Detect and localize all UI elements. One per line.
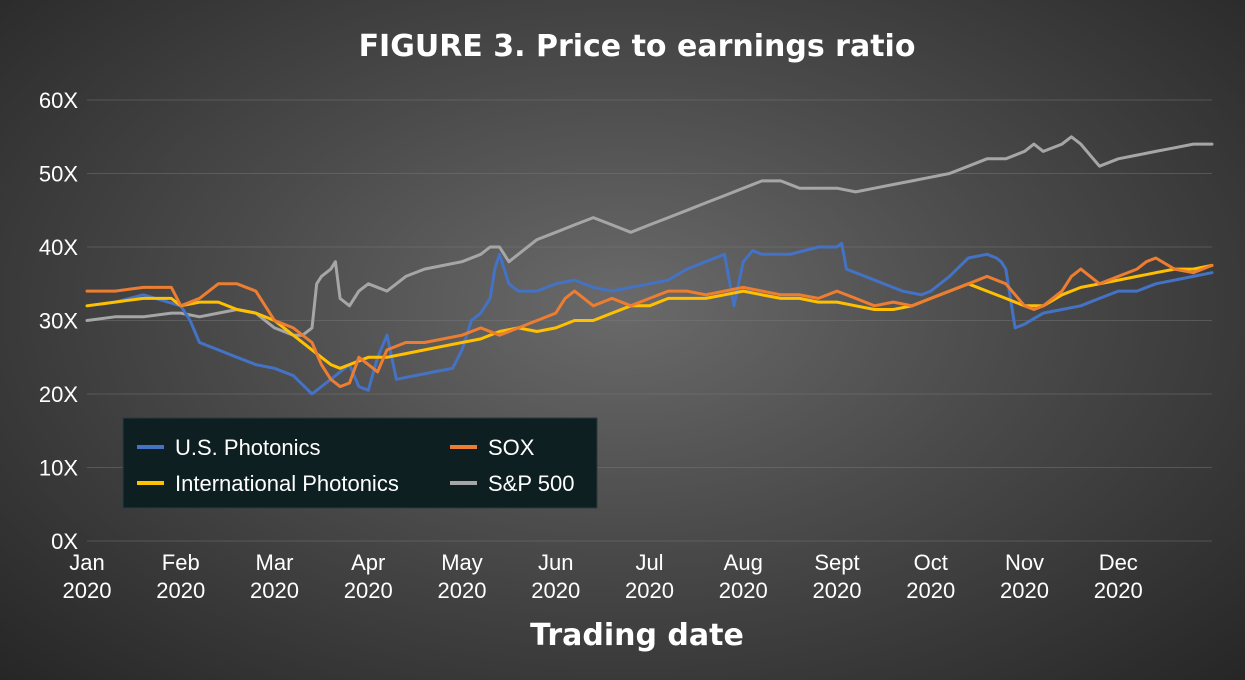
x-tick-year-label: 2020	[625, 578, 674, 603]
x-axis-label: Trading date	[530, 618, 744, 653]
x-tick-label: Mar	[256, 550, 294, 575]
series-line-international-photonics	[85, 263, 1214, 370]
series-lines	[85, 135, 1214, 396]
x-tick-year-label: 2020	[1094, 578, 1143, 603]
y-tick-label: 30X	[39, 309, 78, 334]
x-tick-year-label: 2020	[1000, 578, 1049, 603]
x-tick-label: Aug	[724, 550, 763, 575]
x-tick-label: Oct	[914, 550, 948, 575]
chart-title: FIGURE 3. Price to earnings ratio	[359, 29, 916, 64]
y-tick-label: 50X	[39, 162, 78, 187]
x-tick-year-label: 2020	[531, 578, 580, 603]
y-tick-label: 0X	[51, 529, 78, 554]
x-tick-label: May	[441, 550, 483, 575]
x-tick-year-label: 2020	[813, 578, 862, 603]
x-tick-label: Jul	[635, 550, 663, 575]
x-tick-label: Dec	[1099, 550, 1138, 575]
series-line-s-p-500	[85, 135, 1214, 337]
legend-box	[122, 417, 598, 509]
x-axis-ticks: Jan 2020 Feb 2020 Mar 2020 Apr 2020 May 2020 Jun 20…	[63, 550, 1143, 603]
y-tick-label: 40X	[39, 235, 78, 260]
x-tick-year-label: 2020	[906, 578, 955, 603]
y-tick-label: 10X	[39, 456, 78, 481]
x-tick-label: Jun	[538, 550, 573, 575]
y-tick-label: 20X	[39, 382, 78, 407]
x-tick-label: Apr	[351, 550, 385, 575]
x-tick-year-label: 2020	[344, 578, 393, 603]
x-tick-year-label: 2020	[63, 578, 112, 603]
series-line-u-s-photonics	[85, 241, 1214, 396]
legend-label-sp500: S&P 500	[488, 471, 574, 496]
legend-label-us-photonics: U.S. Photonics	[175, 435, 321, 460]
x-tick-label: Feb	[162, 550, 200, 575]
x-tick-year-label: 2020	[156, 578, 205, 603]
x-tick-label: Nov	[1005, 550, 1044, 575]
y-axis-ticks: 0X 10X 20X 30X 40X 50X 60X	[39, 88, 78, 554]
legend: U.S. Photonics SOX International Photoni…	[122, 417, 598, 509]
legend-label-international-photonics: International Photonics	[175, 471, 399, 496]
x-tick-year-label: 2020	[719, 578, 768, 603]
x-tick-year-label: 2020	[250, 578, 299, 603]
x-tick-label: Sept	[814, 550, 859, 575]
legend-label-sox: SOX	[488, 435, 535, 460]
y-tick-label: 60X	[39, 88, 78, 113]
x-tick-label: Jan	[69, 550, 104, 575]
series-line-sox	[85, 256, 1214, 389]
x-tick-year-label: 2020	[438, 578, 487, 603]
